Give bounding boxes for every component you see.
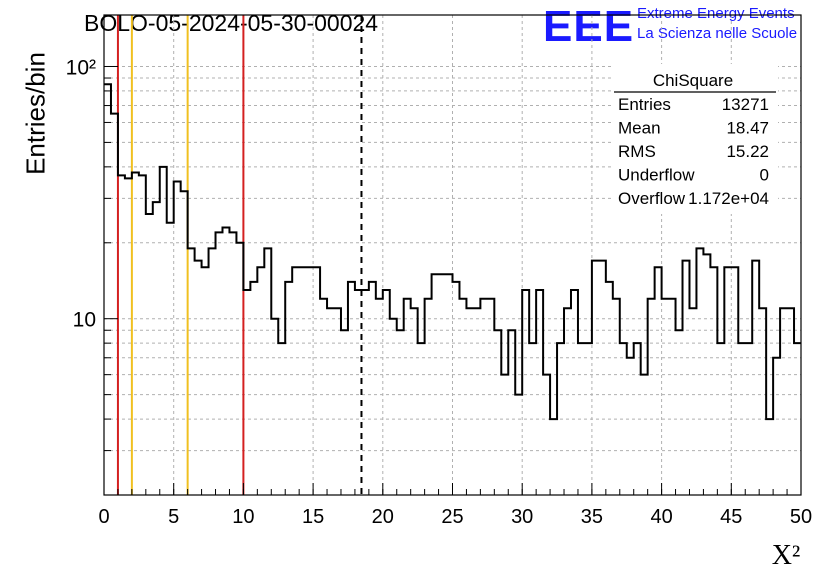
- x-tick-label: 45: [720, 506, 742, 528]
- x-tick-label: 30: [511, 506, 533, 528]
- stats-value: 18.47: [726, 119, 769, 138]
- x-tick-label: 20: [372, 506, 394, 528]
- logo-subtitle-1: Extreme Energy Events: [637, 5, 795, 22]
- x-tick-label: 40: [650, 506, 672, 528]
- stats-label: Underflow: [618, 166, 695, 185]
- stats-box-title: ChiSquare: [653, 71, 733, 90]
- x-tick-label: 25: [441, 506, 463, 528]
- stats-label: Mean: [618, 119, 661, 138]
- stats-label: Entries: [618, 95, 671, 114]
- x-tick-label: 10: [232, 506, 254, 528]
- logo-subtitle-2: La Scienza nelle Scuole: [637, 25, 798, 42]
- x-tick-label: 50: [790, 506, 812, 528]
- x-tick-label: 0: [98, 506, 109, 528]
- x-tick-label: 35: [581, 506, 603, 528]
- stats-value: 13271: [722, 95, 769, 114]
- y-tick-label: 10: [73, 309, 96, 332]
- chart-title: BOLO-05-2024-05-30-00024: [84, 10, 379, 36]
- stats-value: 15.22: [726, 142, 769, 161]
- x-tick-label: 15: [302, 506, 324, 528]
- x-tick-label: 5: [168, 506, 179, 528]
- stats-label: Overflow: [618, 189, 686, 208]
- stats-value: 1.172e+04: [688, 189, 769, 208]
- stats-value: 0: [760, 166, 769, 185]
- stats-label: RMS: [618, 142, 656, 161]
- x-axis-label: X²: [772, 540, 801, 571]
- y-tick-label: 10²: [66, 56, 96, 79]
- stats-box: [612, 64, 778, 214]
- histogram-series: [104, 83, 801, 421]
- eee-logo: EEE: [543, 2, 635, 51]
